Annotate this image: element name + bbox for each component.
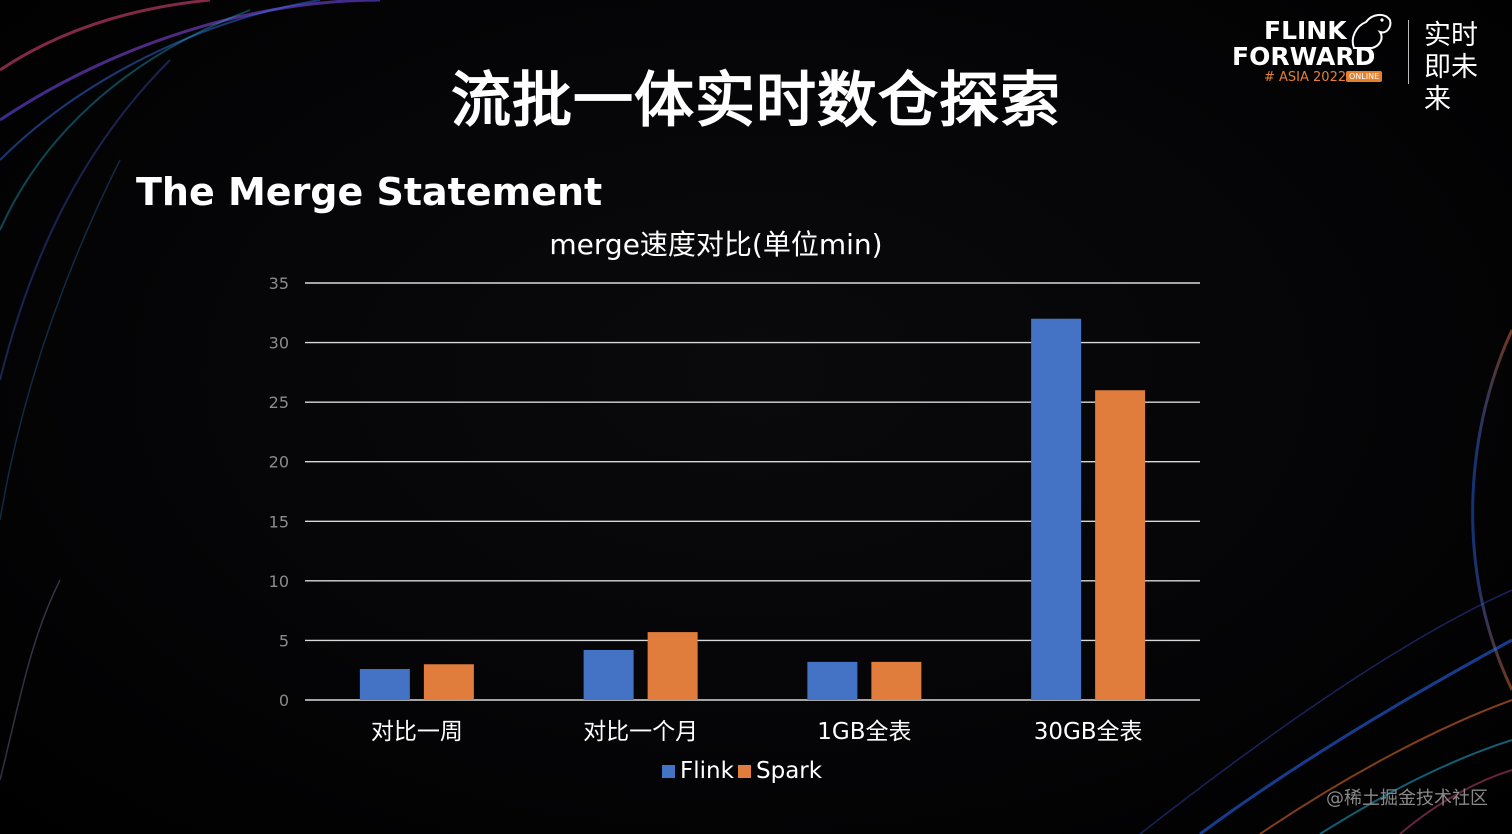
logo-event: # ASIA 2022 [1264,70,1347,85]
y-tick-label: 15 [269,512,289,531]
y-tick-label: 20 [269,453,289,472]
bar-flink-3 [1031,318,1082,700]
x-category-label: 30GB全表 [1034,719,1143,745]
legend-label-spark: Spark [756,758,823,784]
x-category-label: 对比一个月 [583,719,698,745]
y-tick-label: 35 [269,274,289,293]
y-tick-label: 10 [269,572,289,591]
logo-line-2: FORWARD [1232,42,1376,71]
x-category-label: 1GB全表 [817,719,911,745]
slide-title: 流批一体实时数仓探索 [451,66,1061,136]
chart-legend: Flink Spark [662,758,823,784]
bar-flink-2 [807,661,858,700]
bar-spark-2 [871,661,922,700]
flink-forward-logo: FLINK FORWARD # ASIA 2022 ONLINE 实时即未来 [1232,14,1502,115]
y-tick-label: 5 [279,631,289,650]
logo-line-1: FLINK [1264,16,1347,45]
y-tick-label: 25 [269,393,289,412]
legend-swatch-flink [662,765,675,778]
x-category-label: 对比一周 [371,719,463,745]
bar-spark-1 [647,632,698,700]
chart-y-ticks: 0 5 10 15 20 25 30 35 [269,274,289,710]
bar-flink-0 [359,669,410,700]
logo-divider [1408,20,1409,84]
bar-spark-0 [423,664,474,700]
chart-bars [359,318,1146,700]
chart-x-labels: 对比一周 对比一个月 1GB全表 30GB全表 [371,719,1143,745]
logo-slogan: 实时即未来 [1424,20,1478,115]
chart-title: merge速度对比(单位min) [549,228,882,261]
bar-spark-3 [1095,390,1146,700]
squirrel-icon [1351,14,1392,49]
legend-label-flink: Flink [680,758,735,784]
slide-subtitle: The Merge Statement [136,170,603,214]
legend-swatch-spark [738,765,751,778]
watermark: @稀土掘金技术社区 [1326,788,1488,809]
bar-flink-1 [583,649,634,700]
y-tick-label: 0 [279,691,289,710]
logo-online-badge: ONLINE [1346,71,1383,82]
y-tick-label: 30 [269,334,289,353]
